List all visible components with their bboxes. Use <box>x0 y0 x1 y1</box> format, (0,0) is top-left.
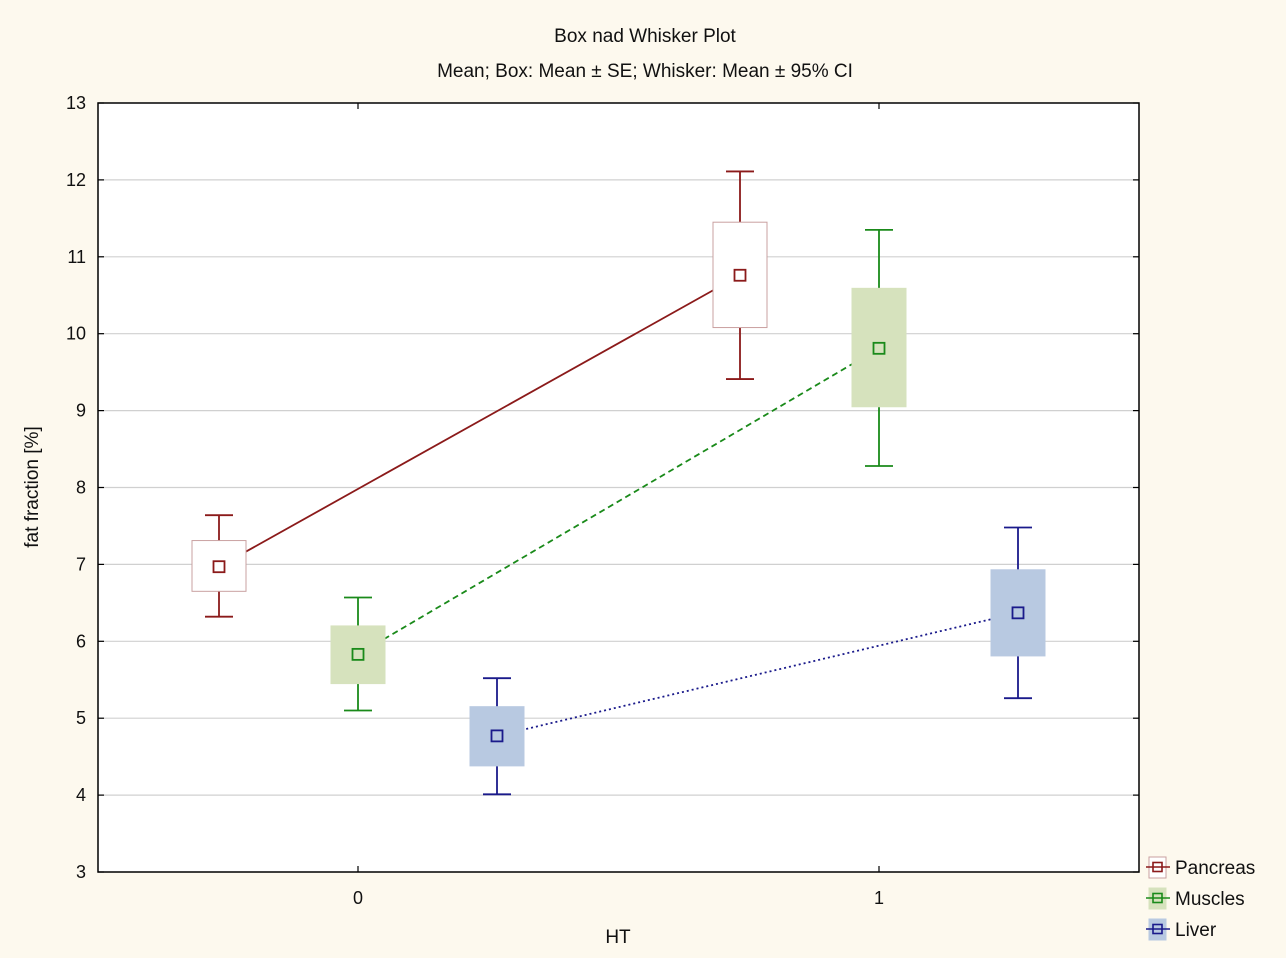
se-box <box>330 625 386 685</box>
x-tick-label: 0 <box>353 888 363 908</box>
y-tick-label: 4 <box>76 785 86 805</box>
legend-marker-swatch <box>1152 892 1163 904</box>
plot-frame <box>97 102 1140 873</box>
y-tick-label: 13 <box>66 93 86 113</box>
legend-marker-swatch <box>1152 923 1163 935</box>
series-line <box>357 347 880 656</box>
x-axis-label: HT <box>605 927 631 948</box>
mean-marker <box>733 268 747 282</box>
y-tick-label: 12 <box>66 170 86 190</box>
series-pancreas <box>191 170 768 618</box>
x-tick-label: 1 <box>874 888 884 908</box>
legend-item-pancreas: Pancreas <box>1146 856 1255 879</box>
series-line <box>496 611 1019 737</box>
mean-marker <box>351 647 365 661</box>
y-tick-label: 11 <box>67 247 86 267</box>
y-axis-ticks: 3 4 5 6 7 8 9 10 11 12 13 <box>66 93 1139 882</box>
y-tick-label: 7 <box>76 554 86 574</box>
y-tick-label: 8 <box>76 478 86 498</box>
y-tick-label: 9 <box>76 401 86 421</box>
series-liver <box>469 526 1046 796</box>
se-box <box>191 540 247 592</box>
se-box <box>469 706 525 767</box>
y-tick-label: 6 <box>76 631 86 651</box>
legend-label: Pancreas <box>1175 858 1255 879</box>
legend-item-muscles: Muscles <box>1146 887 1245 910</box>
mean-marker <box>872 341 886 355</box>
se-box <box>990 569 1046 657</box>
series-line <box>218 274 741 568</box>
mean-marker <box>490 729 504 743</box>
legend: Pancreas Muscles Liver <box>1146 856 1255 941</box>
mean-marker <box>1011 606 1025 620</box>
y-tick-label: 10 <box>66 324 86 344</box>
legend-marker-swatch <box>1152 861 1163 873</box>
series-muscles <box>330 228 907 712</box>
y-tick-label: 3 <box>76 862 86 882</box>
legend-label: Liver <box>1175 920 1217 941</box>
se-box <box>712 221 768 329</box>
legend-label: Muscles <box>1175 889 1245 910</box>
y-axis-label: fat fraction [%] <box>22 426 43 547</box>
y-tick-label: 5 <box>76 708 86 728</box>
chart-subtitle: Mean; Box: Mean ± SE; Whisker: Mean ± 95… <box>437 61 853 82</box>
chart-title: Box nad Whisker Plot <box>554 26 736 47</box>
grid-lines <box>98 179 1139 796</box>
se-box <box>851 287 907 408</box>
legend-item-liver: Liver <box>1146 918 1217 941</box>
series-group <box>191 170 1046 796</box>
mean-marker <box>212 560 226 574</box>
